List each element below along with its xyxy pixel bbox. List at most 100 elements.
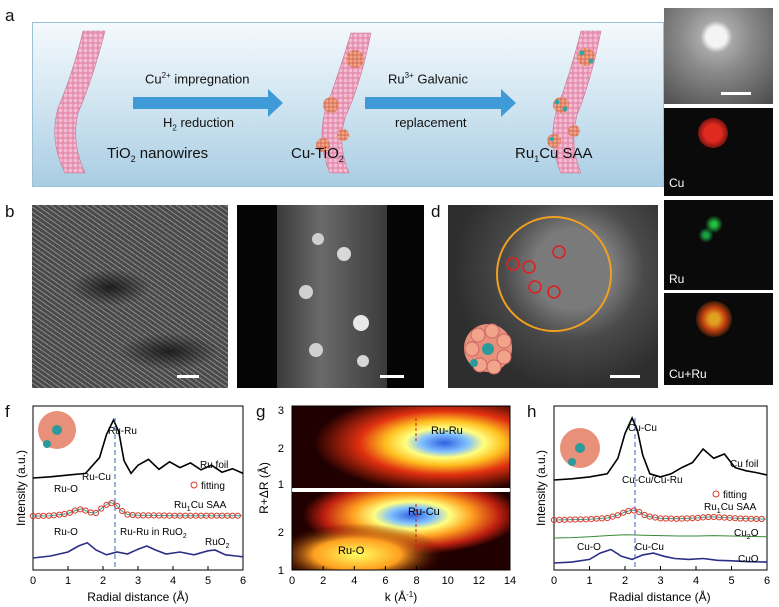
scale-bar	[721, 92, 751, 95]
x-tick-label: 2	[320, 575, 326, 587]
x-tick-label: 6	[240, 575, 246, 587]
y-tick-label: 1	[278, 479, 284, 491]
g-ann-ru-ru: Ru-Ru	[431, 425, 463, 437]
f-xlabel: Radial distance (Å)	[87, 589, 188, 604]
x-tick-label: 10	[442, 575, 454, 587]
series-line	[32, 541, 244, 559]
x-tick-label: 0	[289, 575, 295, 587]
h-ann-cu-o: Cu-O	[577, 542, 601, 553]
step1-line1: Cu2+ impregnation	[145, 71, 250, 87]
panel-label-b: b	[5, 202, 15, 221]
x-tick-label: 0	[551, 575, 557, 587]
fit-point	[92, 509, 100, 517]
y-tick-label: 2	[278, 527, 284, 539]
y-tick-label: 3	[278, 405, 284, 417]
fit-point	[98, 505, 105, 512]
scale-bar	[177, 375, 199, 378]
fit-point	[620, 509, 627, 516]
synthesis-schematic: Cu2+ impregnation H2 reduction Ru3+ Galv…	[32, 22, 664, 187]
h-ann-cu-cu-bottom: Cu-Cu	[635, 542, 664, 553]
series-line	[553, 509, 768, 521]
panel-label-g: g	[256, 402, 266, 421]
g-ylabel: R+ΔR (Å)	[256, 462, 271, 514]
stem-image-e	[664, 8, 773, 104]
x-tick-label: 0	[30, 575, 36, 587]
eds-map-merged: Cu+Ru	[664, 293, 773, 385]
f-label-saa: Ru1Cu SAA	[174, 500, 227, 513]
step2-line1: Ru3+ Galvanic	[388, 71, 468, 87]
fit-point	[119, 508, 126, 515]
merged-map-label: Cu+Ru	[669, 367, 707, 381]
fit-point	[636, 508, 643, 516]
ru1cu-saa-label: Ru1Cu SAA	[515, 145, 593, 164]
x-tick-label: 3	[135, 575, 141, 587]
arrow-step2	[365, 89, 516, 117]
x-tick-label: 1	[586, 575, 592, 587]
series-line	[553, 534, 768, 539]
x-tick-label: 5	[728, 575, 734, 587]
x-tick-label: 3	[657, 575, 663, 587]
h-label-cuo: CuO	[738, 554, 759, 565]
cu-tio2-nanowire	[321, 32, 372, 174]
fit-point	[641, 511, 648, 519]
panel-label-f: f	[5, 402, 10, 421]
f-label-ru-foil: Ru foil	[200, 460, 228, 471]
h-ann-cu-cu-top: Cu-Cu	[628, 423, 657, 434]
h-xlabel: Radial distance (Å)	[609, 589, 710, 604]
x-tick-label: 4	[693, 575, 699, 587]
fit-point	[234, 512, 241, 519]
saa-nanowire	[552, 30, 602, 174]
cluster-model-icon	[464, 323, 512, 375]
x-tick-label: 5	[205, 575, 211, 587]
x-tick-label: 14	[504, 575, 516, 587]
h-label-cu-foil: Cu foil	[730, 459, 758, 470]
tio2-nanowire	[54, 30, 106, 174]
chart-h: 0 1 2 3 4 5 6 Intensity (a.u.) Radial distance…	[534, 405, 770, 604]
h-label-saa: Ru1Cu SAA	[704, 502, 757, 515]
fit-point	[103, 501, 110, 508]
arrow-step1	[133, 89, 283, 117]
series-line	[553, 416, 768, 481]
fit-point	[758, 515, 765, 523]
y-tick-label: 1	[278, 565, 284, 577]
f-ann-ru-ru: Ru-Ru	[108, 426, 137, 437]
y-tick-label: 2	[278, 443, 284, 455]
stem-image-d	[448, 205, 658, 388]
scale-bar	[610, 375, 640, 378]
f-label-ruo2: RuO2	[205, 537, 230, 550]
g-xlabel: k (Å-1)	[385, 589, 417, 604]
eds-map-ru: Ru	[664, 200, 773, 290]
cu-particle	[346, 50, 364, 68]
g-ann-ru-o: Ru-O	[338, 545, 365, 557]
h-ann-cu-cu-ru: Cu-Cu/Cu-Ru	[622, 475, 683, 486]
h-label-cu2o: Cu2O	[734, 528, 759, 541]
cu-particle	[337, 129, 349, 141]
f-ann-ru-o-bottom: Ru-O	[54, 527, 78, 538]
eds-map-cu: Cu	[664, 108, 773, 196]
cu-tio2-label: Cu-TiO2	[291, 145, 344, 164]
schematic-drawing	[54, 30, 602, 174]
x-tick-label: 1	[65, 575, 71, 587]
g-ann-ru-cu: Ru-Cu	[408, 506, 440, 518]
step1-line2: H2 reduction	[163, 115, 234, 133]
panel-label-h: h	[527, 402, 537, 421]
chart-f: 0 1 2 3 4 5 6 Intensity (a.u.) Radial distance…	[14, 405, 246, 604]
series-line	[553, 548, 768, 564]
f-ylabel: Intensity (a.u.)	[14, 450, 28, 526]
fit-point	[108, 499, 115, 507]
tio2-label: TiO2 nanowires	[107, 145, 209, 164]
fit-point	[82, 507, 89, 514]
h-ylabel: Intensity (a.u.)	[534, 450, 548, 526]
fit-point	[66, 509, 73, 516]
x-tick-label: 4	[170, 575, 176, 587]
x-tick-label: 8	[414, 575, 420, 587]
cu-particle	[323, 97, 339, 113]
fit-point	[614, 512, 622, 519]
sem-image-b	[32, 205, 228, 388]
cu-particle	[316, 138, 330, 152]
cu-map-label: Cu	[669, 176, 685, 190]
ru1cu-particle	[568, 125, 580, 137]
h-label-fitting: fitting	[723, 490, 747, 501]
f-ann-ru-ru-in-ruo2: Ru-Ru in RuO2	[120, 527, 187, 540]
